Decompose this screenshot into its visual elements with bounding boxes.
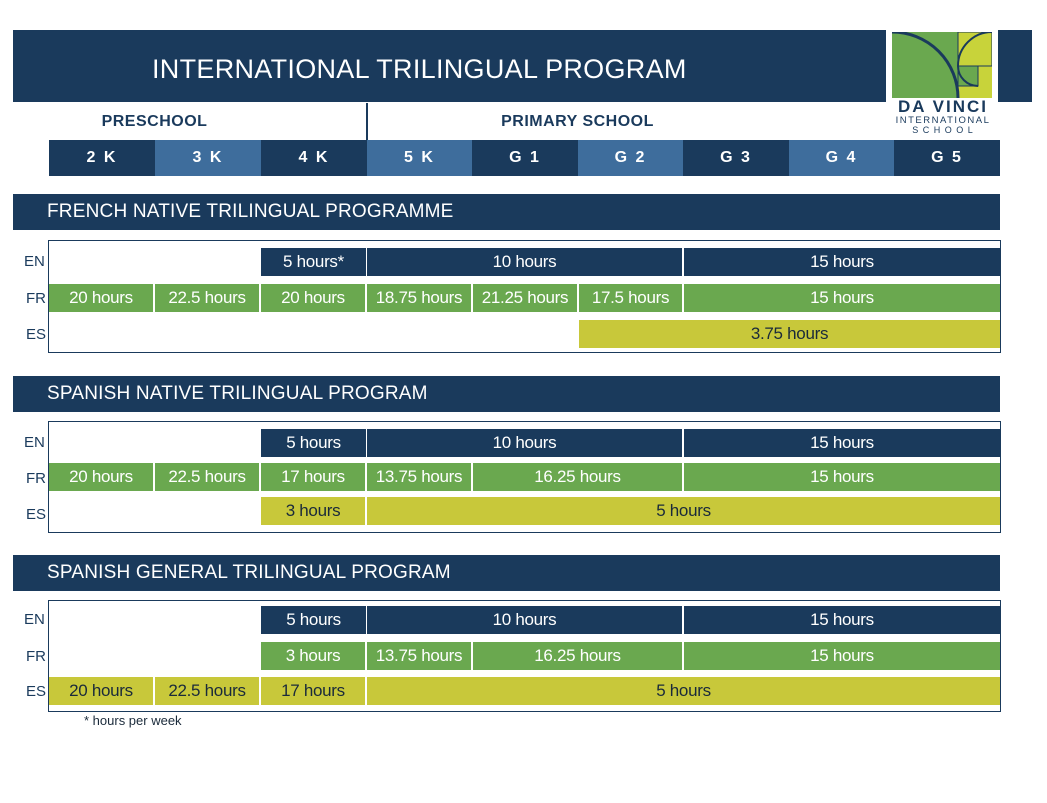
logo-subtitle: INTERNATIONAL	[895, 115, 991, 126]
es-hours-cell: 20 hours	[49, 677, 153, 705]
lang-label-fr: FR	[26, 647, 46, 665]
fr-hours-cell: 22.5 hours	[155, 284, 259, 312]
page-title: INTERNATIONAL TRILINGUAL PROGRAM	[152, 54, 687, 84]
en-hours-cell: 10 hours	[367, 606, 682, 634]
section-title-spanish-native: SPANISH NATIVE TRILINGUAL PROGRAM	[13, 376, 1000, 412]
lang-label-en: EN	[24, 252, 45, 270]
fr-hours-cell: 22.5 hours	[155, 463, 259, 491]
logo-name: DA VINCI	[898, 97, 988, 116]
fr-hours-cell: 15 hours	[684, 642, 1000, 670]
grade-g3: G 3	[683, 140, 789, 176]
en-hours-cell: 15 hours	[684, 248, 1000, 276]
fr-hours-cell: 13.75 hours	[367, 642, 471, 670]
fr-hours-cell: 21.25 hours	[473, 284, 577, 312]
en-hours-cell: 15 hours	[684, 606, 1000, 634]
es-hours-cell: 3.75 hours	[579, 320, 1000, 348]
en-hours-cell: 10 hours	[367, 429, 682, 457]
fr-hours-cell: 3 hours	[261, 642, 365, 670]
logo-spiral-icon	[892, 32, 992, 98]
grade-g4: G 4	[789, 140, 894, 176]
es-hours-cell: 5 hours	[367, 497, 1000, 525]
fr-hours-cell: 20 hours	[49, 463, 153, 491]
es-hours-cell: 3 hours	[261, 497, 365, 525]
school-logo: DA VINCI INTERNATIONAL S C H O O L	[886, 30, 998, 135]
preschool-label: PRESCHOOL	[101, 113, 208, 130]
lang-label-es: ES	[26, 505, 47, 523]
fr-hours-cell: 20 hours	[261, 284, 365, 312]
lang-label-es: ES	[26, 325, 47, 343]
en-hours-cell: 5 hours*	[261, 248, 366, 276]
fr-hours-cell: 16.25 hours	[473, 642, 682, 670]
primary-school-label: PRIMARY SCHOOL	[501, 113, 654, 130]
en-hours-cell: 5 hours	[261, 606, 366, 634]
fr-hours-cell: 15 hours	[684, 284, 1000, 312]
en-hours-cell: 5 hours	[261, 429, 366, 457]
fr-hours-cell: 17.5 hours	[579, 284, 682, 312]
fr-hours-cell: 17 hours	[261, 463, 365, 491]
grade-3k: 3 K	[155, 140, 261, 176]
grade-5k: 5 K	[367, 140, 472, 176]
fr-hours-cell: 15 hours	[684, 463, 1000, 491]
level-divider	[366, 103, 368, 140]
es-hours-cell: 17 hours	[261, 677, 365, 705]
grade-g5: G 5	[894, 140, 1000, 176]
footnote: * hours per week	[84, 713, 182, 728]
fr-hours-cell: 16.25 hours	[473, 463, 682, 491]
es-hours-cell: 5 hours	[367, 677, 1000, 705]
lang-label-es: ES	[26, 682, 47, 700]
lang-label-fr: FR	[26, 469, 46, 487]
lang-label-en: EN	[24, 610, 45, 628]
lang-label-en: EN	[24, 433, 45, 451]
grade-4k: 4 K	[261, 140, 367, 176]
fr-hours-cell: 20 hours	[49, 284, 153, 312]
header-banner	[13, 30, 1032, 102]
grade-g2: G 2	[578, 140, 683, 176]
grade-g1: G 1	[472, 140, 578, 176]
fr-hours-cell: 18.75 hours	[367, 284, 471, 312]
section-title-spanish-general: SPANISH GENERAL TRILINGUAL PROGRAM	[13, 555, 1000, 591]
en-hours-cell: 10 hours	[367, 248, 682, 276]
logo-school: S C H O O L	[912, 125, 974, 135]
lang-label-fr: FR	[26, 289, 46, 307]
grade-2k: 2 K	[49, 140, 155, 176]
es-hours-cell: 22.5 hours	[155, 677, 259, 705]
section-title-french-native: FRENCH NATIVE TRILINGUAL PROGRAMME	[13, 194, 1000, 230]
fr-hours-cell: 13.75 hours	[367, 463, 471, 491]
en-hours-cell: 15 hours	[684, 429, 1000, 457]
